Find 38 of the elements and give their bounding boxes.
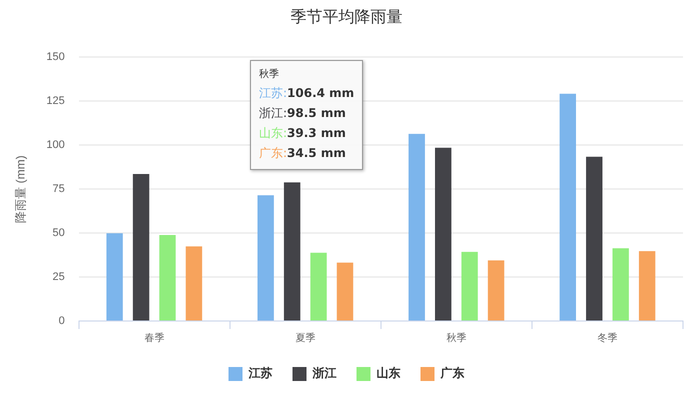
annotation: 江苏:106.4 mm (259, 86, 354, 100)
bar (461, 252, 478, 320)
y-tick-label: 25 (52, 271, 65, 284)
bar (336, 262, 354, 320)
annotation: 浙江:98.5 mm (259, 106, 346, 120)
y-tick-label: 125 (46, 95, 65, 108)
bar (560, 94, 576, 320)
bar (159, 235, 176, 320)
y-tick-label: 100 (46, 139, 65, 152)
x-tick-label: 冬季 (597, 332, 618, 344)
x-tick-label: 春季 (144, 332, 164, 344)
y-axis-title: 降雨量 (mm) (14, 155, 28, 223)
legend-label: 浙江 (312, 366, 336, 380)
bar (586, 156, 602, 320)
y-tick-label: 75 (52, 183, 65, 196)
bar (638, 251, 656, 320)
x-tick-label: 夏季 (295, 332, 316, 344)
y-tick-label: 0 (58, 315, 65, 328)
bar (186, 246, 202, 320)
bar (132, 174, 150, 320)
bar (310, 252, 327, 320)
legend-label: 山东 (376, 366, 400, 380)
y-tick-label: 50 (52, 227, 65, 240)
annotation: 秋季 (259, 68, 280, 82)
bar (408, 134, 425, 320)
x-tick-label: 秋季 (446, 332, 466, 344)
annotation: 广东:34.5 mm (259, 146, 346, 160)
bar (106, 233, 123, 320)
chart-title: 季节平均降雨量 (290, 6, 402, 26)
bar (612, 248, 629, 320)
y-tick-label: 150 (46, 51, 65, 64)
legend-label: 江苏 (248, 366, 272, 380)
bar (257, 195, 274, 320)
annotation: 山东:39.3 mm (259, 126, 346, 140)
bar (488, 260, 504, 320)
legend-label: 广东 (440, 366, 464, 380)
bar (434, 148, 452, 320)
bar (284, 182, 300, 320)
